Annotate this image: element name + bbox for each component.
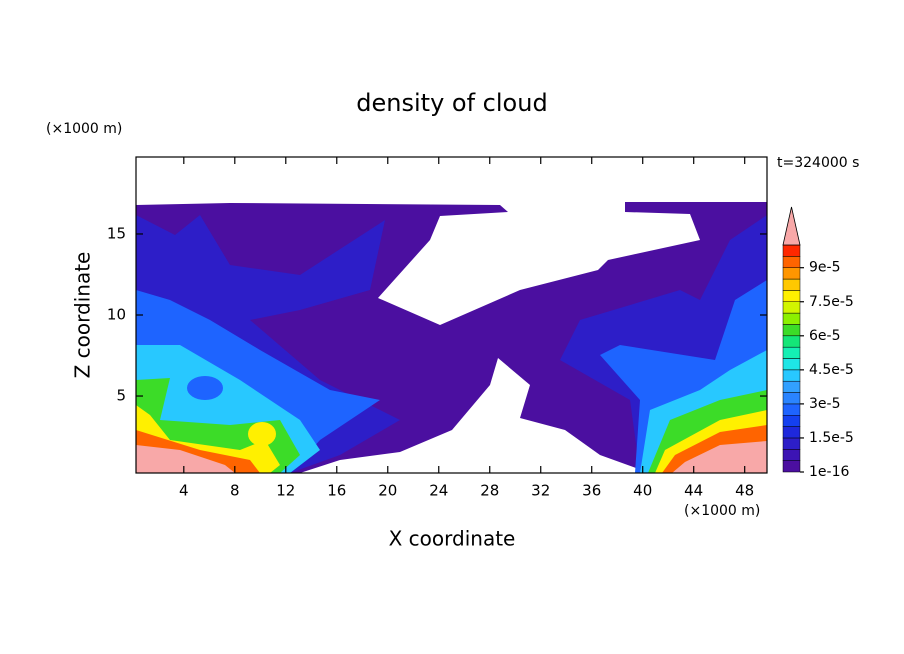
- x-tick-label: 48: [735, 482, 754, 500]
- colorbar-swatch: [782, 346, 801, 359]
- colorbar-swatch: [782, 437, 801, 450]
- colorbar-swatch: [782, 460, 801, 473]
- colorbar-swatch: [782, 392, 801, 405]
- colorbar-swatch: [782, 380, 801, 393]
- x-tick-label: 24: [429, 482, 448, 500]
- x-tick-label: 40: [633, 482, 652, 500]
- colorbar-swatch: [782, 301, 801, 314]
- x-tick-label: 36: [582, 482, 601, 500]
- y-tick-label: 10: [107, 306, 126, 324]
- colorbar-swatch: [782, 426, 801, 439]
- colorbar-tick-label: 9e-5: [809, 260, 840, 276]
- colorbar-swatch: [782, 290, 801, 302]
- colorbar-tick-label: 4.5e-5: [809, 362, 854, 378]
- y-unit: (×1000 m): [46, 121, 122, 137]
- y-tick-label: 5: [116, 387, 126, 405]
- y-tick-label: 15: [107, 224, 126, 242]
- colorbar-swatch: [782, 278, 801, 291]
- colorbar-swatch: [782, 324, 801, 337]
- colorbar-swatch: [782, 369, 801, 382]
- colorbar-swatch: [782, 449, 801, 461]
- y-axis-label: Z coordinate: [71, 252, 95, 379]
- colorbar-extension: [782, 206, 801, 246]
- x-tick-label: 12: [276, 482, 295, 500]
- colorbar-tick-label: 7.5e-5: [809, 294, 854, 310]
- x-tick-label: 44: [684, 482, 703, 500]
- chart-title: density of cloud: [356, 89, 547, 117]
- colorbar-swatch: [782, 256, 801, 268]
- colorbar-swatch: [782, 415, 801, 427]
- colorbar-swatch: [782, 358, 801, 371]
- colorbar-tick-label: 6e-5: [809, 328, 840, 344]
- x-tick-label: 16: [327, 482, 346, 500]
- x-tick-label: 4: [179, 482, 189, 500]
- x-tick-label: 32: [531, 482, 550, 500]
- colorbar-swatch: [782, 335, 801, 348]
- colorbar-tick-label: 1.5e-5: [809, 430, 854, 446]
- time-annotation: t=324000 s: [777, 155, 859, 171]
- x-tick-label: 28: [480, 482, 499, 500]
- contour-field: [136, 202, 767, 473]
- colorbar-tick-label: 3e-5: [809, 396, 840, 412]
- x-axis-label: X coordinate: [389, 527, 516, 551]
- colorbar-swatch: [782, 312, 801, 325]
- colorbar-swatch: [782, 244, 801, 257]
- x-unit: (×1000 m): [684, 503, 760, 519]
- x-tick-label: 20: [378, 482, 397, 500]
- x-tick-label: 8: [230, 482, 240, 500]
- colorbar-tick-label: 1e-16: [809, 464, 849, 480]
- colorbar-swatch: [782, 403, 801, 416]
- colorbar-swatch: [782, 267, 801, 280]
